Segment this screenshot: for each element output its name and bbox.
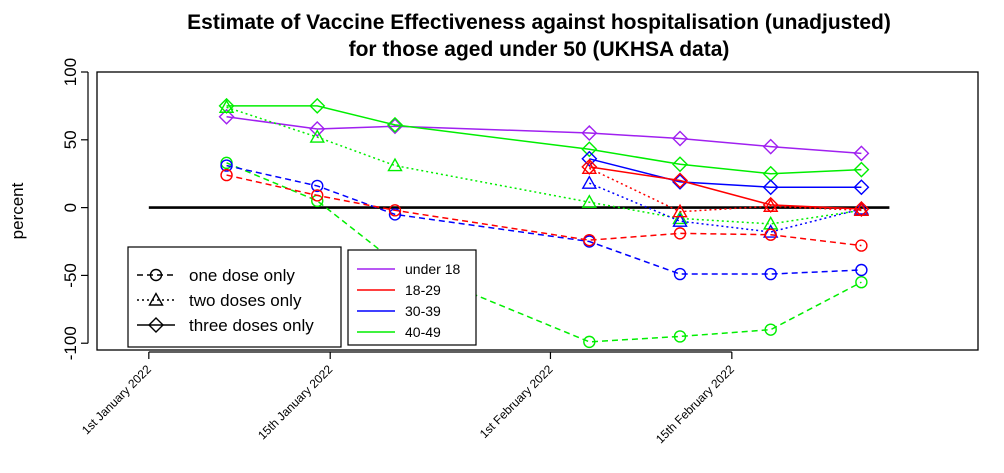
data-point — [387, 157, 403, 172]
y-axis: 100 50 0 -50 -100 — [61, 58, 89, 360]
y-axis-label: percent — [8, 182, 27, 239]
data-point — [309, 120, 326, 137]
data-point — [672, 172, 689, 189]
data-point — [855, 239, 868, 252]
data-point — [581, 175, 598, 189]
data-point — [388, 204, 402, 217]
data-point — [218, 99, 235, 113]
legend-marker-diamond — [148, 317, 164, 333]
legend-label: one dose only — [189, 266, 295, 285]
data-point — [581, 141, 598, 158]
series-line — [589, 158, 862, 189]
x-tick-label: 15th February 2022 — [653, 362, 737, 446]
data-point — [672, 203, 688, 218]
data-point — [763, 215, 779, 230]
data-point — [763, 224, 779, 238]
legend-marker-circle — [149, 268, 163, 282]
legend-label: 18-29 — [405, 282, 441, 298]
series-18-29-two-doses-only — [581, 160, 870, 218]
x-tick-label: 1st February 2022 — [477, 362, 556, 441]
series-line — [588, 167, 862, 213]
x-tick-label: 1st January 2022 — [79, 362, 154, 437]
data-point — [673, 227, 687, 240]
series-line — [226, 164, 862, 275]
legend-groups-box — [347, 249, 477, 346]
data-point — [762, 138, 779, 155]
y-tick-label: 0 — [61, 203, 80, 212]
legend-label: 40-49 — [405, 324, 441, 340]
data-point — [388, 208, 402, 221]
chart-title-line-2: for those aged under 50 (UKHSA data) — [349, 38, 730, 61]
series-18-29-one-dose-only — [220, 168, 868, 252]
data-point — [764, 228, 777, 241]
legend-label: three doses only — [189, 316, 314, 335]
data-point — [673, 330, 687, 343]
data-point — [220, 159, 233, 172]
y-tick-label: -50 — [61, 263, 80, 288]
data-point — [672, 213, 688, 227]
y-tick-label: 50 — [61, 130, 80, 149]
data-point — [581, 160, 598, 174]
data-point — [763, 198, 779, 212]
data-point — [309, 97, 326, 114]
legend-label: 30-39 — [405, 303, 441, 319]
chart-title-line-1: Estimate of Vaccine Effectiveness agains… — [187, 11, 891, 34]
series-line — [226, 116, 862, 155]
data-point — [672, 156, 689, 173]
data-point — [764, 323, 777, 336]
plot-area-border — [96, 71, 979, 351]
legend-groups: under 18 18-29 30-39 40-49 — [347, 249, 477, 346]
series-40-49-two-doses-only — [218, 99, 870, 230]
legend-label: under 18 — [405, 261, 460, 277]
data-point — [855, 275, 868, 289]
data-point — [309, 129, 325, 143]
legend-doses: one dose only two doses only three doses o… — [127, 246, 342, 348]
data-point — [673, 267, 687, 281]
data-point — [311, 189, 324, 202]
data-point — [672, 130, 689, 147]
x-axis: 1st January 2022 15th January 2022 1st Feb… — [79, 351, 737, 446]
data-point — [311, 179, 324, 193]
series-under-18-three-doses-only — [218, 108, 870, 162]
series-line — [589, 166, 862, 210]
data-point — [855, 263, 868, 277]
data-point — [764, 267, 777, 281]
data-point — [583, 233, 596, 247]
x-tick-label: 15th January 2022 — [255, 362, 335, 442]
legend-label: two doses only — [189, 291, 302, 310]
data-point — [762, 179, 779, 196]
data-point — [581, 150, 598, 167]
data-point — [853, 179, 870, 196]
data-point — [853, 161, 870, 178]
series-line — [226, 105, 862, 175]
data-series — [218, 97, 870, 349]
series-line — [589, 182, 862, 233]
data-point — [386, 116, 403, 133]
data-point — [583, 335, 596, 349]
data-point — [220, 168, 233, 182]
data-point — [672, 210, 688, 225]
y-tick-label: -100 — [61, 326, 80, 360]
data-point — [853, 145, 870, 162]
legend-marker-triangle — [148, 292, 164, 306]
series-line — [226, 174, 862, 247]
data-point — [581, 194, 598, 208]
data-point — [853, 202, 870, 217]
data-point — [581, 125, 598, 142]
legend-doses-box — [127, 246, 342, 348]
series-line — [226, 106, 862, 225]
y-tick-label: 100 — [61, 58, 80, 86]
data-point — [218, 108, 235, 125]
